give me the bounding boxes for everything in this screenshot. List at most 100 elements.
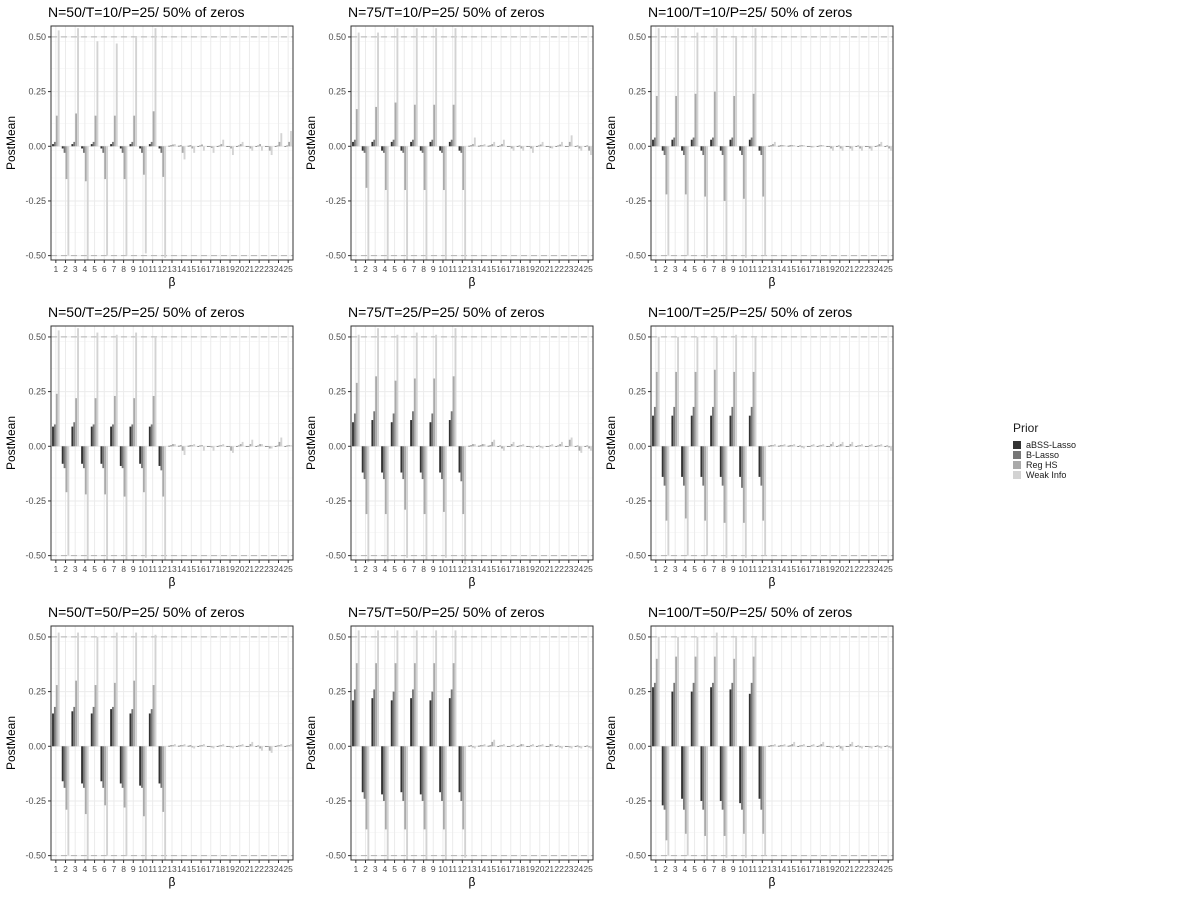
bar xyxy=(576,145,579,147)
bar xyxy=(464,746,467,858)
y-tick-label: 0.50 xyxy=(628,632,646,642)
x-tick-label: 9 xyxy=(731,264,736,274)
bar xyxy=(220,745,223,747)
x-tick-label: 21 xyxy=(845,864,855,874)
bar xyxy=(191,146,194,149)
bar xyxy=(183,446,186,456)
bar xyxy=(861,146,863,151)
bar xyxy=(715,28,718,147)
x-tick-label: 25 xyxy=(283,264,293,274)
bar xyxy=(357,32,360,147)
y-axis-label: PostMean xyxy=(604,416,618,470)
bar xyxy=(168,745,171,747)
bar xyxy=(177,445,180,447)
y-tick-label: 0.25 xyxy=(28,387,46,397)
bar xyxy=(82,746,85,788)
x-tick-label: 24 xyxy=(574,264,584,274)
x-tick-label: 5 xyxy=(92,864,97,874)
bar xyxy=(75,680,78,747)
bar xyxy=(172,444,174,447)
bar xyxy=(539,446,542,448)
x-tick-label: 18 xyxy=(216,264,226,274)
bar xyxy=(487,745,490,747)
bar xyxy=(493,439,496,447)
bar xyxy=(758,746,761,799)
x-tick-label: 18 xyxy=(816,264,826,274)
bar xyxy=(92,706,95,747)
bar xyxy=(386,146,389,260)
bar xyxy=(86,146,89,260)
bar xyxy=(584,146,587,147)
bar xyxy=(868,445,871,447)
x-tick-label: 20 xyxy=(535,564,545,574)
bar xyxy=(290,130,292,147)
bar xyxy=(483,144,486,147)
bar xyxy=(750,682,753,747)
bar xyxy=(561,141,563,147)
bar xyxy=(373,139,376,147)
bar xyxy=(119,446,122,466)
bar xyxy=(92,141,95,147)
bar xyxy=(131,709,134,747)
bar xyxy=(439,446,442,473)
bar xyxy=(170,445,172,447)
bar xyxy=(499,145,502,147)
bar xyxy=(286,145,289,147)
bar xyxy=(421,146,424,153)
bar xyxy=(81,446,83,464)
bar xyxy=(557,145,560,147)
bar xyxy=(86,446,89,560)
bar xyxy=(429,422,432,447)
bar xyxy=(681,746,683,799)
bar xyxy=(682,446,685,486)
x-tick-label: 10 xyxy=(738,864,748,874)
bar xyxy=(133,398,136,447)
bar xyxy=(584,446,587,447)
x-tick-label: 6 xyxy=(102,564,107,574)
bar xyxy=(735,36,738,147)
bar xyxy=(284,446,287,447)
bar xyxy=(386,446,389,563)
bar xyxy=(739,446,742,477)
bar xyxy=(102,746,105,788)
bar xyxy=(684,146,687,195)
x-tick-label: 13 xyxy=(767,864,777,874)
bar xyxy=(580,146,583,151)
bar xyxy=(255,146,258,147)
bar xyxy=(206,146,209,147)
x-axis-label: β xyxy=(769,875,776,889)
bar xyxy=(710,687,713,747)
bar xyxy=(106,746,109,856)
bar xyxy=(212,746,215,749)
bar xyxy=(367,146,370,260)
bar xyxy=(657,636,660,747)
bar xyxy=(742,746,745,834)
bar xyxy=(493,739,496,747)
x-tick-label: 2 xyxy=(363,564,368,574)
bar xyxy=(483,744,486,747)
bar xyxy=(789,445,792,447)
bar xyxy=(559,444,562,447)
bar xyxy=(433,663,436,747)
x-tick-label: 6 xyxy=(702,864,707,874)
y-tick-label: 0.50 xyxy=(328,332,346,342)
bar xyxy=(255,446,258,447)
bar xyxy=(460,146,463,153)
bar xyxy=(706,146,709,258)
bar xyxy=(75,398,78,447)
x-tick-label: 18 xyxy=(516,264,526,274)
bar xyxy=(530,146,532,149)
bar xyxy=(442,446,445,512)
bar xyxy=(394,380,397,447)
bar xyxy=(861,746,863,749)
bar xyxy=(142,746,145,817)
bar xyxy=(816,746,819,747)
bar xyxy=(375,663,378,747)
bar xyxy=(386,746,389,860)
bar xyxy=(479,445,482,447)
bar xyxy=(733,658,736,747)
y-tick-label: -0.50 xyxy=(625,251,646,261)
x-tick-label: 14 xyxy=(477,864,487,874)
bar xyxy=(270,146,273,156)
bar xyxy=(357,630,360,747)
